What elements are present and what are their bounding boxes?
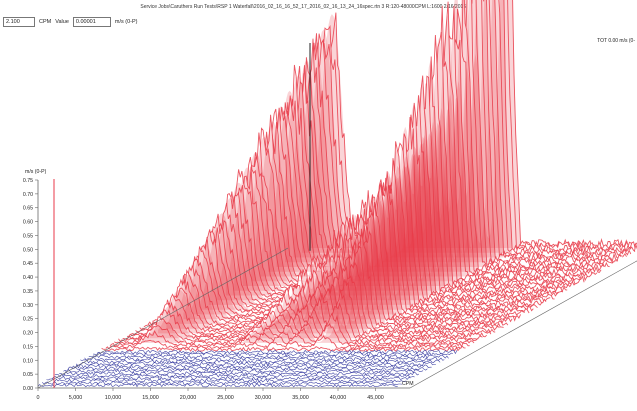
- y-tick-label: 0.05: [23, 372, 33, 378]
- y-tick-label: 0.70: [23, 192, 33, 198]
- y-tick-label: 0.55: [23, 233, 33, 239]
- traces-layer: [37, 0, 637, 388]
- y-tick-label: 0.65: [23, 206, 33, 212]
- spectrum-trace: [80, 359, 441, 364]
- amplitude-value-field[interactable]: 0.00001: [72, 16, 111, 27]
- x-tick-label: 10,000: [105, 395, 122, 401]
- spectrum-trace: [59, 371, 420, 376]
- total-readout: TOT 0.00 m/s (0-: [597, 38, 635, 44]
- x-axis-label: CPM: [402, 381, 414, 387]
- y-tick-label: 0.50: [23, 247, 33, 253]
- cursor-toolbar: 2.100 CPM Value 0.00001 m/s (0-P): [3, 16, 138, 27]
- labels-layer: 0.00 0.05 0.10 0.15 0.20 0.25 0.30 0.35 0.40 0.45…: [23, 169, 414, 401]
- y-tick-label: 0.35: [23, 289, 33, 295]
- spectrum-trace: [54, 373, 415, 378]
- spectrum-trace: [101, 346, 462, 352]
- x-tick-label: 15,000: [142, 395, 159, 401]
- window-title: Service Jobs\Caruthers Run Tests\RSP 1 W…: [140, 4, 497, 10]
- x-tick-label: 45,000: [367, 395, 384, 401]
- y-axis-label: m/s (0-P): [25, 169, 47, 175]
- x-tick-label: 35,000: [292, 395, 309, 401]
- spectrum-trace: [46, 378, 407, 383]
- spectrum-trace: [37, 383, 398, 388]
- y-tick-label: 0.15: [23, 344, 33, 350]
- y-tick-label: 0.10: [23, 358, 33, 364]
- spectrum-trace: [84, 356, 445, 362]
- y-tick-label: 0.45: [23, 261, 33, 267]
- cpm-label: CPM: [39, 18, 52, 25]
- y-tick-label: 0.30: [23, 303, 33, 309]
- spectrum-trace: [118, 302, 479, 343]
- y-tick-label: 0.60: [23, 220, 33, 226]
- x-tick-label: 5,000: [69, 395, 83, 401]
- y-tick-label: 0.25: [23, 317, 33, 323]
- x-tick-label: 0: [37, 395, 40, 401]
- cursor-value-field[interactable]: 2.100: [3, 16, 35, 27]
- depth-axis: [37, 247, 289, 389]
- spectrum-trace: [63, 368, 424, 374]
- spectrum-trace: [67, 366, 428, 371]
- spectrum-trace: [105, 335, 466, 350]
- value-label: Value: [55, 18, 69, 25]
- y-tick-label: 0.75: [23, 178, 33, 184]
- unit-label: m/s (0-P): [114, 18, 138, 25]
- y-tick-label: 0.40: [23, 275, 33, 281]
- spectrum-trace: [97, 349, 458, 355]
- x-tick-label: 25,000: [217, 395, 234, 401]
- spectrum-trace: [93, 352, 453, 357]
- x-tick-label: 20,000: [180, 395, 197, 401]
- spectrum-trace: [71, 364, 432, 369]
- spectrum-trace: [109, 323, 470, 348]
- spectrum-trace: [50, 376, 411, 381]
- x-tick-label: 30,000: [255, 395, 272, 401]
- x-tick-label: 40,000: [330, 395, 347, 401]
- y-tick-label: 0.20: [23, 331, 33, 337]
- axes-layer: [35, 179, 637, 391]
- spectrum-trace: [75, 361, 436, 366]
- spectrum-trace: [42, 380, 402, 385]
- y-tick-label: 0.00: [23, 386, 33, 392]
